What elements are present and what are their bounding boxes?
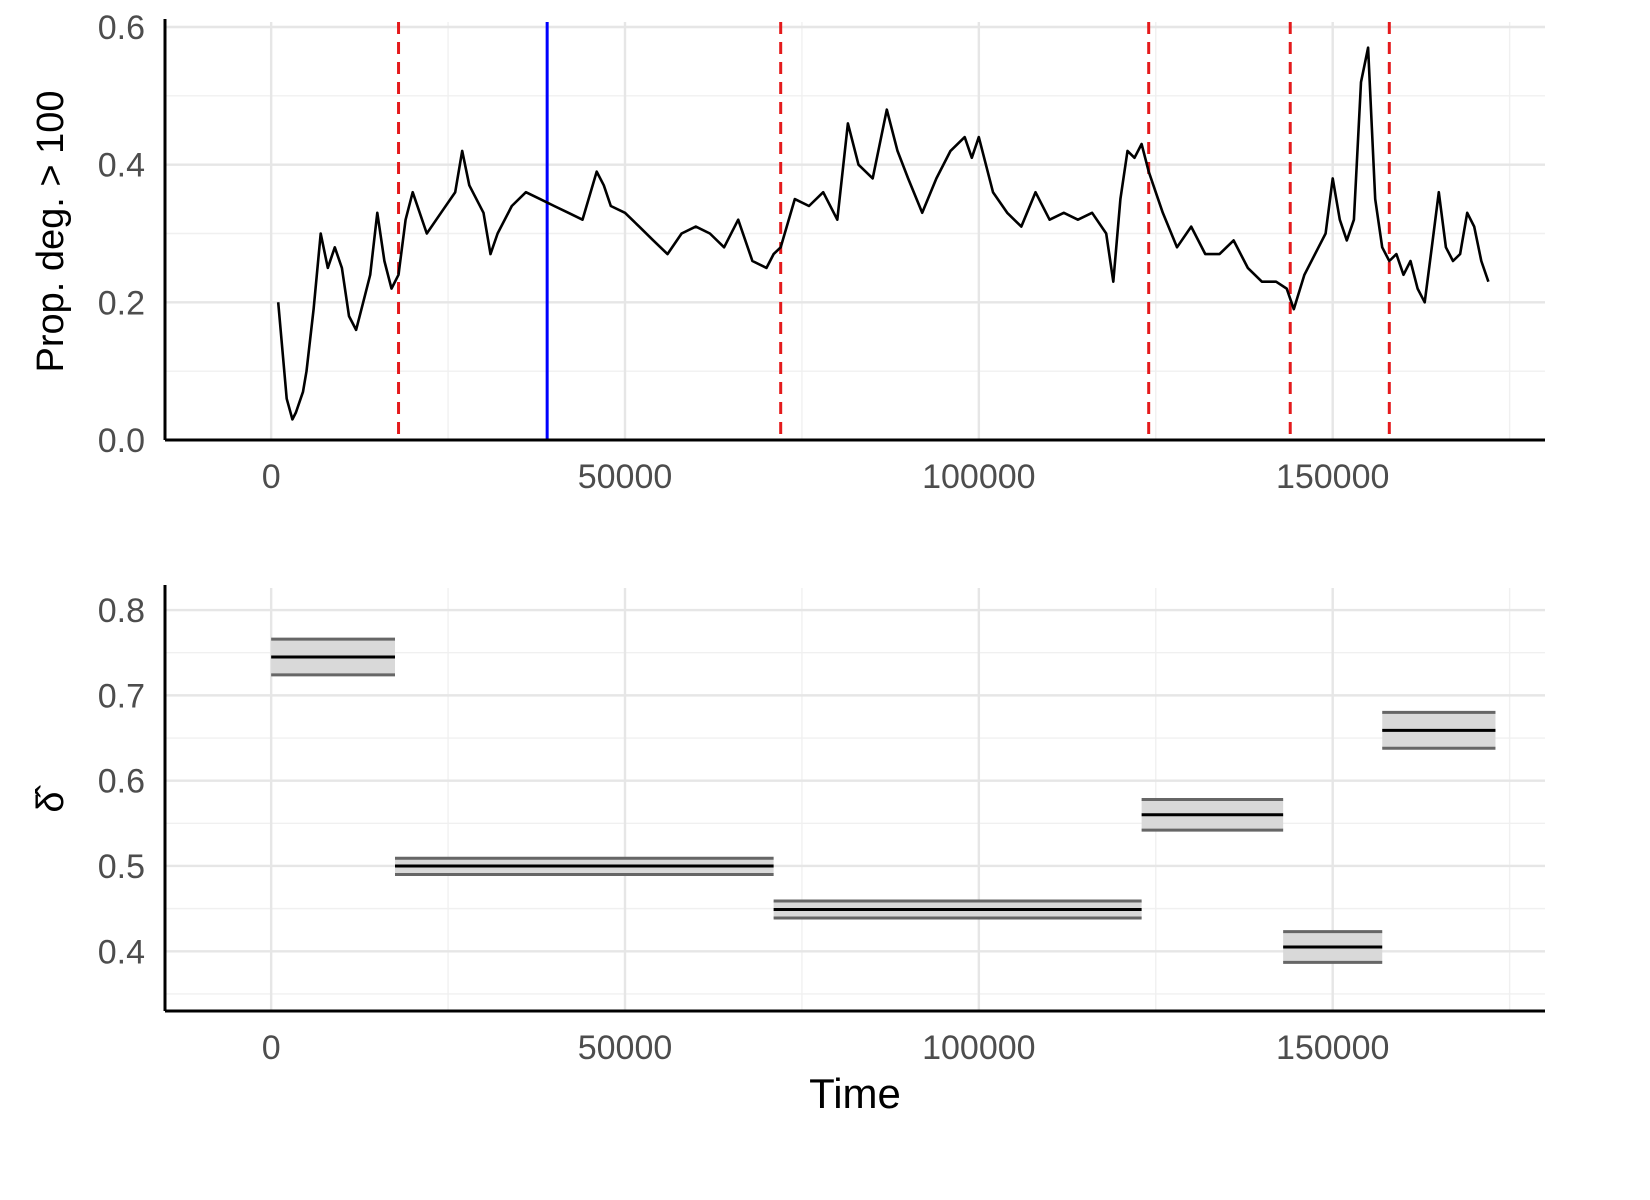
bottom-y-tick-label: 0.4 [98, 933, 145, 971]
top-panel: 0.0 0.2 0.4 0.6 0 50000 100000 150000 Prop. de… [30, 9, 1545, 496]
top-x-tick-labels: 0 50000 100000 150000 [262, 458, 1390, 496]
proportion-series-line [276, 46, 1490, 421]
segment [1141, 797, 1284, 832]
top-grid [165, 22, 1545, 442]
bottom-x-tick-label: 150000 [1276, 1029, 1389, 1067]
bottom-x-tick-label: 0 [262, 1029, 281, 1067]
bottom-x-tick-label: 100000 [922, 1029, 1035, 1067]
bottom-x-tick-label: 50000 [578, 1029, 673, 1067]
top-y-tick-label: 0.4 [98, 147, 145, 185]
segment [271, 637, 395, 677]
bottom-y-axis-title: δ̂ [30, 784, 72, 812]
segment [395, 856, 774, 877]
top-x-tick-label: 100000 [922, 458, 1035, 496]
top-y-tick-labels: 0.0 0.2 0.4 0.6 [98, 9, 145, 460]
bottom-y-tick-label: 0.6 [98, 763, 145, 801]
segment [773, 899, 1142, 920]
bottom-panel: 0.4 0.5 0.6 0.7 0.8 0 50000 100000 150000 δ̂ Ti… [30, 585, 1545, 1117]
bottom-y-tick-label: 0.5 [98, 848, 145, 886]
segment [1382, 710, 1496, 750]
estimate-segments [271, 637, 1496, 964]
top-y-axis-title: Prop. deg. > 100 [30, 90, 72, 372]
top-x-tick-label: 0 [262, 458, 281, 496]
bottom-y-tick-label: 0.7 [98, 677, 145, 715]
top-x-tick-label: 50000 [578, 458, 673, 496]
bottom-y-tick-labels: 0.4 0.5 0.6 0.7 0.8 [98, 592, 145, 971]
changepoint-lines [397, 22, 1391, 440]
bottom-y-tick-label: 0.8 [98, 592, 145, 630]
top-y-tick-label: 0.6 [98, 9, 145, 47]
bottom-x-tick-labels: 0 50000 100000 150000 [262, 1029, 1390, 1067]
bottom-x-axis-title: Time [809, 1070, 901, 1117]
top-y-tick-label: 0.0 [98, 422, 145, 460]
top-x-tick-label: 150000 [1276, 458, 1389, 496]
top-y-tick-label: 0.2 [98, 284, 145, 322]
segment [1283, 930, 1383, 964]
